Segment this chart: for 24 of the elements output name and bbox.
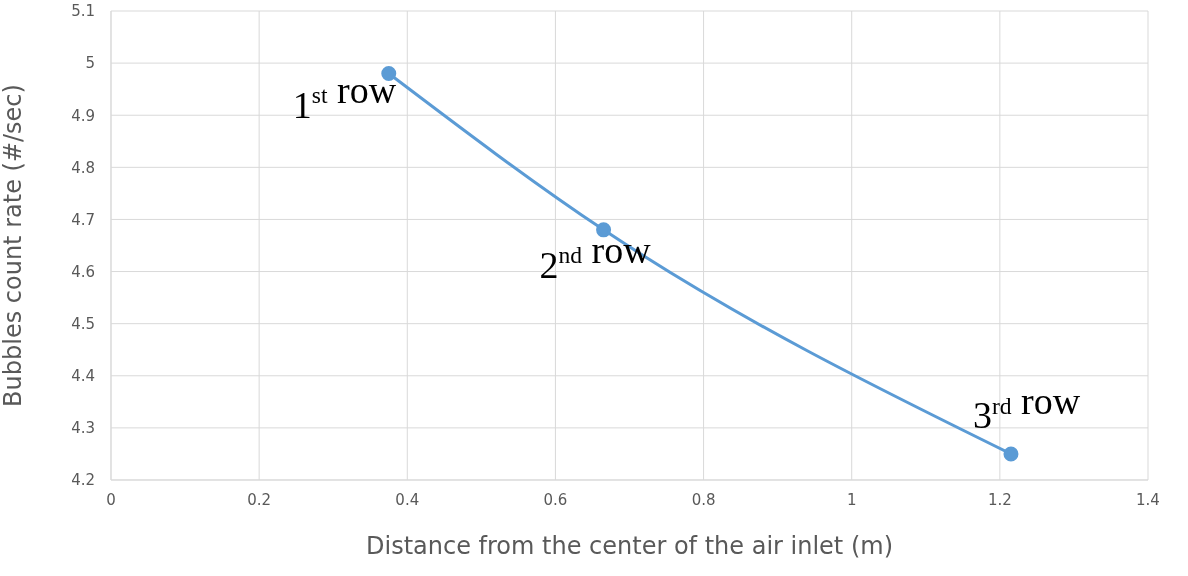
y-tick-label: 4.9 [71, 106, 95, 125]
x-axis-title: Distance from the center of the air inlet (m) [365, 532, 894, 560]
y-tick-label: 4.8 [71, 158, 95, 177]
y-tick-label: 4.3 [71, 419, 95, 438]
annotation: 1$^{st}$ row [292, 69, 397, 126]
y-tick-label: 5.1 [71, 2, 95, 21]
y-axis-title: Bubbles count rate (#/sec) [0, 84, 27, 407]
y-tick-label: 4.4 [71, 367, 95, 386]
point [1003, 446, 1019, 462]
x-tick-label: 0.2 [247, 490, 272, 509]
x-tick-label: 1 [846, 490, 857, 509]
x-tick-label: 0.6 [543, 490, 568, 509]
y-tick-label: 4.5 [71, 314, 95, 333]
y-tick-label: 4.6 [71, 262, 95, 281]
x-tick-label: 0.4 [395, 490, 420, 509]
y-tick-label: 5 [85, 54, 95, 73]
y-tick-label: 4.2 [71, 471, 95, 490]
y-tick-label: 4.7 [71, 210, 95, 229]
x-tick-label: 0.8 [691, 490, 716, 509]
x-tick-label: 1.2 [987, 490, 1012, 509]
x-tick-label: 0 [106, 490, 116, 509]
point [381, 66, 397, 82]
annotation: 3$^{rd}$ row [972, 379, 1081, 436]
x-tick-label: 1.4 [1136, 490, 1160, 509]
